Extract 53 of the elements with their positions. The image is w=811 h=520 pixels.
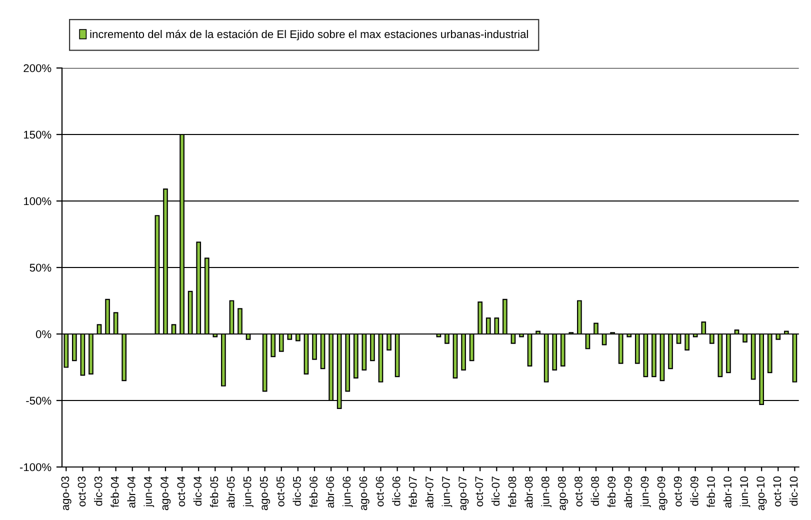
x-tick-label: abr-06 xyxy=(326,476,334,508)
y-tick-label: -100% xyxy=(20,463,52,472)
x-tick-label: oct-09 xyxy=(674,476,682,506)
x-tick-label: abr-05 xyxy=(226,476,235,508)
x-tick-label: oct-04 xyxy=(177,476,186,506)
x-tick-label: jun-08 xyxy=(541,476,552,508)
x-tick-label: oct-05 xyxy=(276,476,284,506)
x-tick-label: jun-06 xyxy=(342,476,353,508)
x-tick-label: feb-07 xyxy=(408,476,417,508)
x-tick-label: feb-06 xyxy=(309,476,318,508)
x-tick-label: ago-09 xyxy=(657,476,668,510)
x-tick-label: jun-10 xyxy=(740,476,750,508)
x-tick-label: ago-04 xyxy=(160,476,171,510)
x-tick-label: dic-04 xyxy=(193,476,202,506)
x-tick-label: abr-04 xyxy=(127,476,136,508)
x-tick-label: jun-04 xyxy=(144,476,154,508)
y-tick-label: 200% xyxy=(24,64,52,72)
x-tick-label: oct-07 xyxy=(475,476,484,506)
x-tick-label: abr-07 xyxy=(425,476,434,508)
y-tick-label: -50% xyxy=(26,396,52,405)
x-tick-label: dic-08 xyxy=(590,476,599,506)
x-tick-label: feb-08 xyxy=(508,476,516,508)
x-tick-label: dic-07 xyxy=(491,476,500,506)
x-tick-label: dic-05 xyxy=(292,476,301,506)
x-tick-label: ago-07 xyxy=(458,476,469,510)
x-tick-label: oct-08 xyxy=(574,476,582,506)
x-tick-label: dic-06 xyxy=(392,476,400,506)
legend-label: incremento del máx de la estación de El Ejido sobre el max estaciones urbanas-industrial xyxy=(90,30,528,40)
x-tick-label: ago-03 xyxy=(61,476,72,510)
x-tick-label: ago-08 xyxy=(558,476,568,510)
x-tick-label: oct-03 xyxy=(78,476,86,506)
x-tick-label: feb-05 xyxy=(210,476,218,508)
x-tick-label: ago-05 xyxy=(260,476,270,510)
x-tick-label: jun-07 xyxy=(442,476,452,508)
x-tick-label: jun-05 xyxy=(243,476,254,508)
x-tick-label: feb-04 xyxy=(110,476,119,508)
x-tick-label: dic-09 xyxy=(690,476,698,506)
x-tick-label: feb-10 xyxy=(706,476,715,508)
x-tick-label: dic-10 xyxy=(790,476,798,506)
x-tick-label: oct-10 xyxy=(773,476,782,506)
x-tick-label: ago-10 xyxy=(756,476,767,510)
y-tick-label: 150% xyxy=(24,130,52,139)
y-tick-label: 0% xyxy=(36,330,52,338)
x-tick-label: jun-09 xyxy=(640,476,651,508)
x-tick-label: feb-09 xyxy=(607,476,616,508)
x-tick-label: dic-03 xyxy=(94,476,102,506)
y-tick-label: 50% xyxy=(30,264,52,272)
x-tick-label: abr-08 xyxy=(524,476,533,508)
x-tick-label: abr-09 xyxy=(624,476,632,508)
x-tick-label: oct-06 xyxy=(376,476,384,506)
x-tick-label: ago-06 xyxy=(359,476,370,510)
y-tick-label: 100% xyxy=(24,197,52,206)
x-tick-label: abr-10 xyxy=(723,476,732,508)
